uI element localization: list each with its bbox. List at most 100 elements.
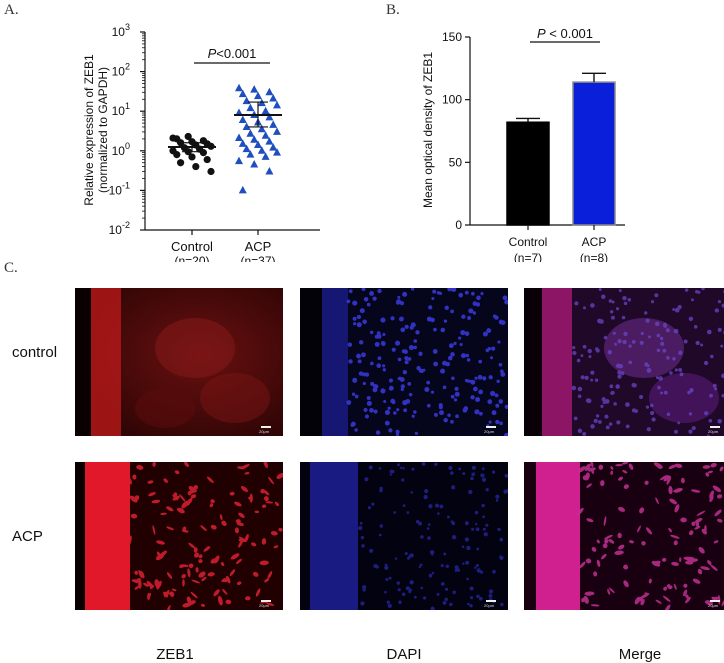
nucleus-texture (401, 592, 406, 597)
nucleus-texture (475, 527, 480, 532)
nucleus-texture (458, 336, 462, 340)
nucleus-texture (673, 329, 678, 334)
nucleus-texture (628, 344, 632, 348)
nucleus-texture (625, 424, 630, 429)
cell-texture (721, 598, 724, 607)
cell-texture (252, 571, 259, 577)
x-tick-n-label: (n=8) (580, 251, 608, 262)
data-point-acp (269, 120, 278, 128)
cell-texture (240, 485, 248, 492)
nucleus-texture (482, 376, 487, 381)
nucleus-texture (361, 352, 366, 358)
cell-texture (139, 570, 145, 579)
cell-texture (129, 495, 138, 503)
nucleus-texture (430, 606, 435, 610)
nucleus-texture (499, 555, 503, 559)
cell-texture (268, 476, 274, 485)
micrograph-control-dapi: 20μm (300, 288, 508, 436)
nucleus-texture (704, 411, 709, 416)
cell-texture (716, 494, 723, 499)
nucleus-texture (582, 306, 587, 310)
y-tick-label: 101 (112, 101, 130, 118)
cell-texture (176, 507, 185, 514)
data-point-acp (246, 103, 255, 112)
nucleus-texture (408, 392, 413, 397)
nucleus-texture (433, 361, 439, 367)
cell-texture (238, 536, 245, 541)
nucleus-texture (433, 327, 437, 332)
cell-texture (206, 476, 214, 484)
nucleus-texture (657, 385, 661, 390)
nucleus-texture (360, 535, 365, 540)
cell-texture (694, 525, 701, 530)
nucleus-texture (445, 564, 450, 568)
nucleus-texture (462, 407, 468, 413)
nucleus-texture (420, 535, 424, 539)
nucleus-texture (706, 329, 712, 335)
cell-texture (655, 497, 659, 505)
data-point-acp (235, 83, 243, 92)
cell-texture (230, 553, 240, 560)
nucleus-texture (398, 376, 402, 381)
nucleus-texture (372, 387, 378, 393)
nucleus-texture (458, 292, 464, 298)
cell-texture (156, 540, 165, 545)
nucleus-texture (617, 339, 622, 344)
cell-texture (690, 489, 701, 493)
cell-texture (610, 466, 614, 470)
nucleus-texture (590, 378, 594, 382)
nucleus-texture (450, 420, 454, 424)
cell-texture (608, 587, 615, 594)
nucleus-texture (498, 319, 504, 325)
nucleus-texture (395, 340, 401, 346)
cell-texture (577, 466, 586, 473)
y-tick-label: 100 (442, 93, 462, 107)
nucleus-texture (436, 592, 440, 596)
nucleus-texture (504, 432, 508, 436)
nucleus-texture (361, 544, 365, 548)
cell-texture (645, 527, 653, 535)
nucleus-texture (706, 434, 710, 436)
data-point-acp (250, 85, 259, 93)
nucleus-texture (482, 527, 486, 531)
nucleus-texture (404, 360, 409, 365)
nucleus-texture (646, 427, 651, 432)
cell-texture (234, 527, 240, 534)
cell-texture (132, 474, 137, 480)
nucleus-texture (449, 602, 453, 607)
cell-texture (152, 462, 156, 467)
cell-texture (661, 557, 667, 562)
nucleus-texture (444, 305, 449, 310)
nucleus-texture (468, 489, 473, 495)
nucleus-texture (615, 307, 620, 311)
nucleus-texture (471, 527, 475, 531)
cell-texture (236, 522, 244, 526)
nucleus-texture (379, 489, 383, 493)
nucleus-texture (577, 394, 582, 398)
nucleus-texture (478, 389, 483, 395)
nucleus-texture (475, 563, 479, 567)
cell-texture (194, 552, 200, 558)
nucleus-texture (593, 418, 598, 424)
cell-texture (711, 596, 717, 601)
nucleus-texture (717, 419, 722, 424)
data-point-acp (250, 135, 259, 143)
nucleus-texture (440, 368, 446, 374)
y-axis-label-line1: Relative expression of ZEB1 (82, 54, 96, 206)
cell-texture (264, 578, 270, 583)
cell-texture (152, 525, 156, 535)
scale-bar-text: 20μm (708, 429, 719, 434)
nucleus-texture (378, 533, 382, 537)
nucleus-texture (393, 411, 397, 415)
nucleus-texture (409, 325, 414, 330)
nucleus-texture (700, 343, 704, 347)
cell-texture (207, 572, 215, 577)
nucleus-texture (674, 368, 678, 372)
data-point-control (207, 167, 215, 176)
nucleus-texture (366, 396, 371, 401)
cell-texture (200, 525, 207, 532)
nucleus-texture (614, 342, 618, 346)
nucleus-texture (423, 494, 428, 500)
micrograph-acp-zeb1: 20μm (75, 462, 283, 610)
nucleus-texture (472, 301, 478, 306)
